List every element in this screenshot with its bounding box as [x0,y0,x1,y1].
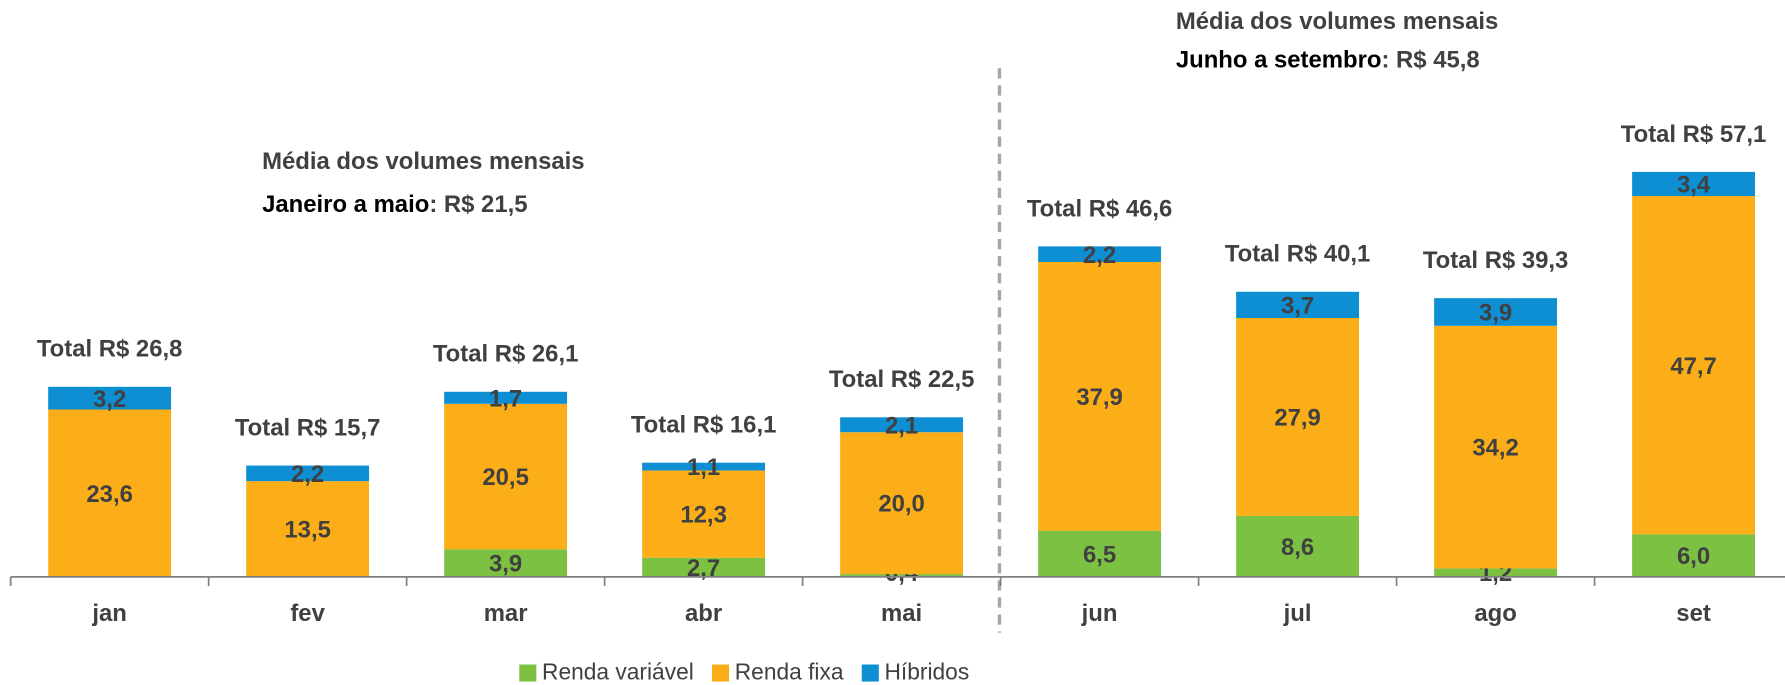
x-tick-label: mai [881,600,922,627]
value-label: 34,2 [1472,435,1518,462]
value-label: 8,6 [1281,534,1314,561]
bar-segment [48,409,172,577]
x-tick-label: abr [685,600,722,627]
bar-segment [642,557,766,577]
value-label: 6,0 [1677,543,1710,570]
annotation-value: : R$ 21,5 [429,191,527,218]
legend-label: Híbridos [884,659,969,685]
total-label: Total R$ 39,3 [1423,247,1569,274]
bar-segment [444,549,568,577]
annotation-period: Junho a setembro [1176,47,1382,74]
bar-segment [1038,261,1162,531]
total-label: Total R$ 26,1 [433,341,579,368]
value-label: 23,6 [86,481,132,508]
bar-segment [1632,534,1756,577]
value-label: 37,9 [1076,384,1122,411]
value-label: 3,9 [1479,300,1512,327]
value-label: 3,9 [489,551,522,578]
legend-swatch [712,664,730,682]
annotation-value: : R$ 45,8 [1381,47,1479,74]
total-label: Total R$ 57,1 [1621,121,1767,148]
legend-label: Renda variável [542,659,694,685]
value-label: 47,7 [1670,353,1716,380]
total-label: Total R$ 40,1 [1225,241,1371,268]
value-label: 27,9 [1274,405,1320,432]
x-tick-label: mar [484,600,528,627]
bar-segment [48,386,172,410]
total-label: Total R$ 46,6 [1027,195,1173,222]
value-label: 3,2 [93,386,126,413]
total-label: Total R$ 16,1 [631,412,777,439]
total-label: Total R$ 15,7 [235,414,381,441]
bar-segment [1038,530,1162,577]
total-label: Total R$ 22,5 [829,366,975,393]
x-tick-label: ago [1474,600,1516,627]
bar-segment [1236,515,1360,577]
value-label: 3,4 [1677,172,1711,199]
x-tick-label: fev [290,600,325,627]
value-label: 13,5 [284,517,330,544]
value-label: 6,5 [1083,541,1116,568]
value-label: 2,2 [1083,242,1116,269]
bar-segment [444,403,568,550]
bar-segment [444,391,568,404]
value-label: 1,1 [687,454,720,481]
bar-segment [246,481,370,577]
x-tick-label: set [1676,600,1711,627]
bar-segment [1236,291,1360,319]
value-label: 3,7 [1281,292,1314,319]
value-label: 2,7 [687,555,720,582]
value-label: 2,2 [291,461,324,488]
value-label: 12,3 [680,502,726,529]
bar-segment [642,462,766,471]
bar-segment [840,574,964,577]
bar-segment [1434,325,1558,569]
bar-segment [1236,318,1360,516]
bar-segment [840,432,964,575]
x-tick-label: jul [1283,600,1312,627]
legend-swatch [519,664,537,682]
bar-segment [1434,298,1558,326]
bar-segment [246,465,370,482]
x-tick-label: jun [1081,600,1118,627]
annotation-period: Janeiro a maio [262,191,429,218]
value-label: 1,7 [489,385,522,412]
bar-segment [1632,171,1756,197]
annotation-line2: Junho a setembro: R$ 45,8 [1176,47,1480,74]
value-label: 2,1 [885,412,918,439]
value-label: 20,5 [482,464,528,491]
annotation-line2: Janeiro a maio: R$ 21,5 [262,191,527,218]
x-tick-label: jan [91,600,127,627]
bar-segment [840,417,964,433]
annotation-line1: Média dos volumes mensais [262,148,584,175]
bar-segment [1038,246,1162,262]
total-label: Total R$ 26,8 [37,336,183,363]
annotation-line1: Média dos volumes mensais [1176,8,1498,35]
legend-swatch [861,664,879,682]
value-label: 20,0 [878,491,924,518]
legend-label: Renda fixa [735,659,844,685]
bar-segment [1632,196,1756,535]
bar-segment [642,470,766,558]
bar-segment [1434,568,1558,577]
